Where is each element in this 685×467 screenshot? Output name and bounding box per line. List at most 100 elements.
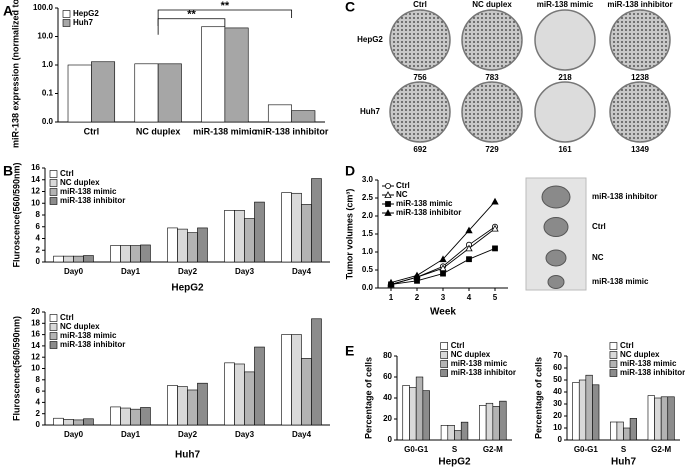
y-tick-label: 60 xyxy=(553,363,562,372)
bar xyxy=(53,417,64,426)
legend-swatch xyxy=(49,188,58,196)
bar xyxy=(134,63,159,123)
y-tick-label: 0.0 xyxy=(42,117,54,126)
legend-label: miR-138 mimic xyxy=(60,187,117,196)
tumor xyxy=(541,185,571,209)
x-tick-label: Day3 xyxy=(235,430,255,439)
y-axis-label: miR-138 expression (normalized to U6) xyxy=(10,0,20,148)
point xyxy=(491,224,499,232)
y-tick-label: 16 xyxy=(31,163,40,172)
x-tick-label: Day3 xyxy=(235,267,255,276)
bar xyxy=(267,104,292,123)
y-tick-label: 1.5 xyxy=(362,229,374,238)
bar xyxy=(177,228,188,263)
legend-label: Ctrl xyxy=(620,341,634,350)
x-tick-label: Day4 xyxy=(292,430,312,439)
y-tick-label: 0.0 xyxy=(362,283,374,292)
bar xyxy=(187,232,198,263)
y-tick-label: 2.5 xyxy=(362,193,374,202)
bar xyxy=(667,396,675,441)
bar xyxy=(485,402,494,441)
panel-letter: C xyxy=(345,0,355,15)
legend-label: Ctrl xyxy=(451,341,465,350)
bar xyxy=(415,376,424,441)
legend-swatch xyxy=(49,179,58,187)
plate xyxy=(461,9,523,71)
row-label: HepG2 xyxy=(357,35,383,44)
point xyxy=(413,271,421,279)
legend-label: miR-138 inhibitor xyxy=(60,340,125,349)
x-tick-label: Day0 xyxy=(64,430,84,439)
colony-count: 1238 xyxy=(631,73,649,82)
bar xyxy=(572,382,580,441)
x-axis-label: Huh7 xyxy=(175,450,200,461)
x-tick-label: 3 xyxy=(441,293,446,302)
row-label: Huh7 xyxy=(360,107,381,116)
bar xyxy=(578,379,587,441)
x-tick-label: S xyxy=(621,445,627,454)
bar xyxy=(224,362,235,426)
y-tick-label: 3.0 xyxy=(362,175,374,184)
y-tick-label: 40 xyxy=(553,387,562,396)
annotation: ** xyxy=(187,9,196,21)
legend-label: NC duplex xyxy=(60,178,100,187)
annotation: ** xyxy=(221,0,230,12)
legend-label: miR-138 inhibitor xyxy=(396,208,461,217)
photo-label: miR-138 inhibitor xyxy=(592,192,657,201)
column-label: NC duplex xyxy=(472,0,512,9)
legend-label: miR-138 mimic xyxy=(60,331,117,340)
colony-count: 756 xyxy=(413,73,427,82)
legend-label: miR-138 mimic xyxy=(620,359,677,368)
plate xyxy=(534,9,596,71)
bar xyxy=(197,227,208,263)
x-tick-label: G2-M xyxy=(483,445,503,454)
bar xyxy=(157,63,182,123)
bar xyxy=(224,27,249,123)
bar xyxy=(592,384,600,441)
legend-swatch xyxy=(609,342,618,350)
plate xyxy=(389,9,451,71)
legend-label: NC duplex xyxy=(620,350,660,359)
bar xyxy=(167,385,178,426)
legend-swatch xyxy=(62,19,71,27)
bar xyxy=(422,390,430,441)
plate xyxy=(609,9,671,71)
bar xyxy=(120,407,131,426)
colony-count: 729 xyxy=(485,145,499,154)
bar xyxy=(254,201,265,263)
colony-count: 783 xyxy=(485,73,499,82)
bar xyxy=(83,255,94,263)
y-tick-label: 14 xyxy=(31,175,40,184)
y-tick-label: 0 xyxy=(36,257,41,266)
legend-marker xyxy=(385,201,391,207)
point xyxy=(491,197,499,205)
legend-marker xyxy=(384,182,391,189)
bar xyxy=(654,397,662,441)
bar xyxy=(234,363,245,426)
bar xyxy=(53,255,64,263)
legend-swatch xyxy=(609,369,618,377)
y-tick-label: 8 xyxy=(36,210,41,219)
y-tick-label: 80 xyxy=(383,351,392,360)
column-label: miR-138 inhibitor xyxy=(607,0,672,9)
x-tick-label: Day0 xyxy=(64,267,84,276)
photo-label: NC xyxy=(592,253,604,262)
y-tick-label: 2 xyxy=(36,245,41,254)
y-axis-label: Percentage of cells xyxy=(533,357,543,439)
colony-count: 1349 xyxy=(631,145,649,154)
bar xyxy=(460,421,469,441)
x-tick-label: G0-G1 xyxy=(404,445,429,454)
y-axis-label: Fluroscence(560/590nm) xyxy=(11,162,21,267)
y-tick-label: 12 xyxy=(31,187,40,196)
x-axis-label: Huh7 xyxy=(611,457,636,467)
tumor xyxy=(545,249,567,267)
legend-label: Ctrl xyxy=(60,313,74,322)
y-tick-label: 70 xyxy=(553,351,562,360)
bar xyxy=(610,421,618,441)
x-axis-label: HepG2 xyxy=(171,283,204,294)
legend-label: miR-138 inhibitor xyxy=(620,368,685,377)
bar xyxy=(585,374,593,441)
bar xyxy=(623,427,631,441)
legend-swatch xyxy=(440,351,449,359)
